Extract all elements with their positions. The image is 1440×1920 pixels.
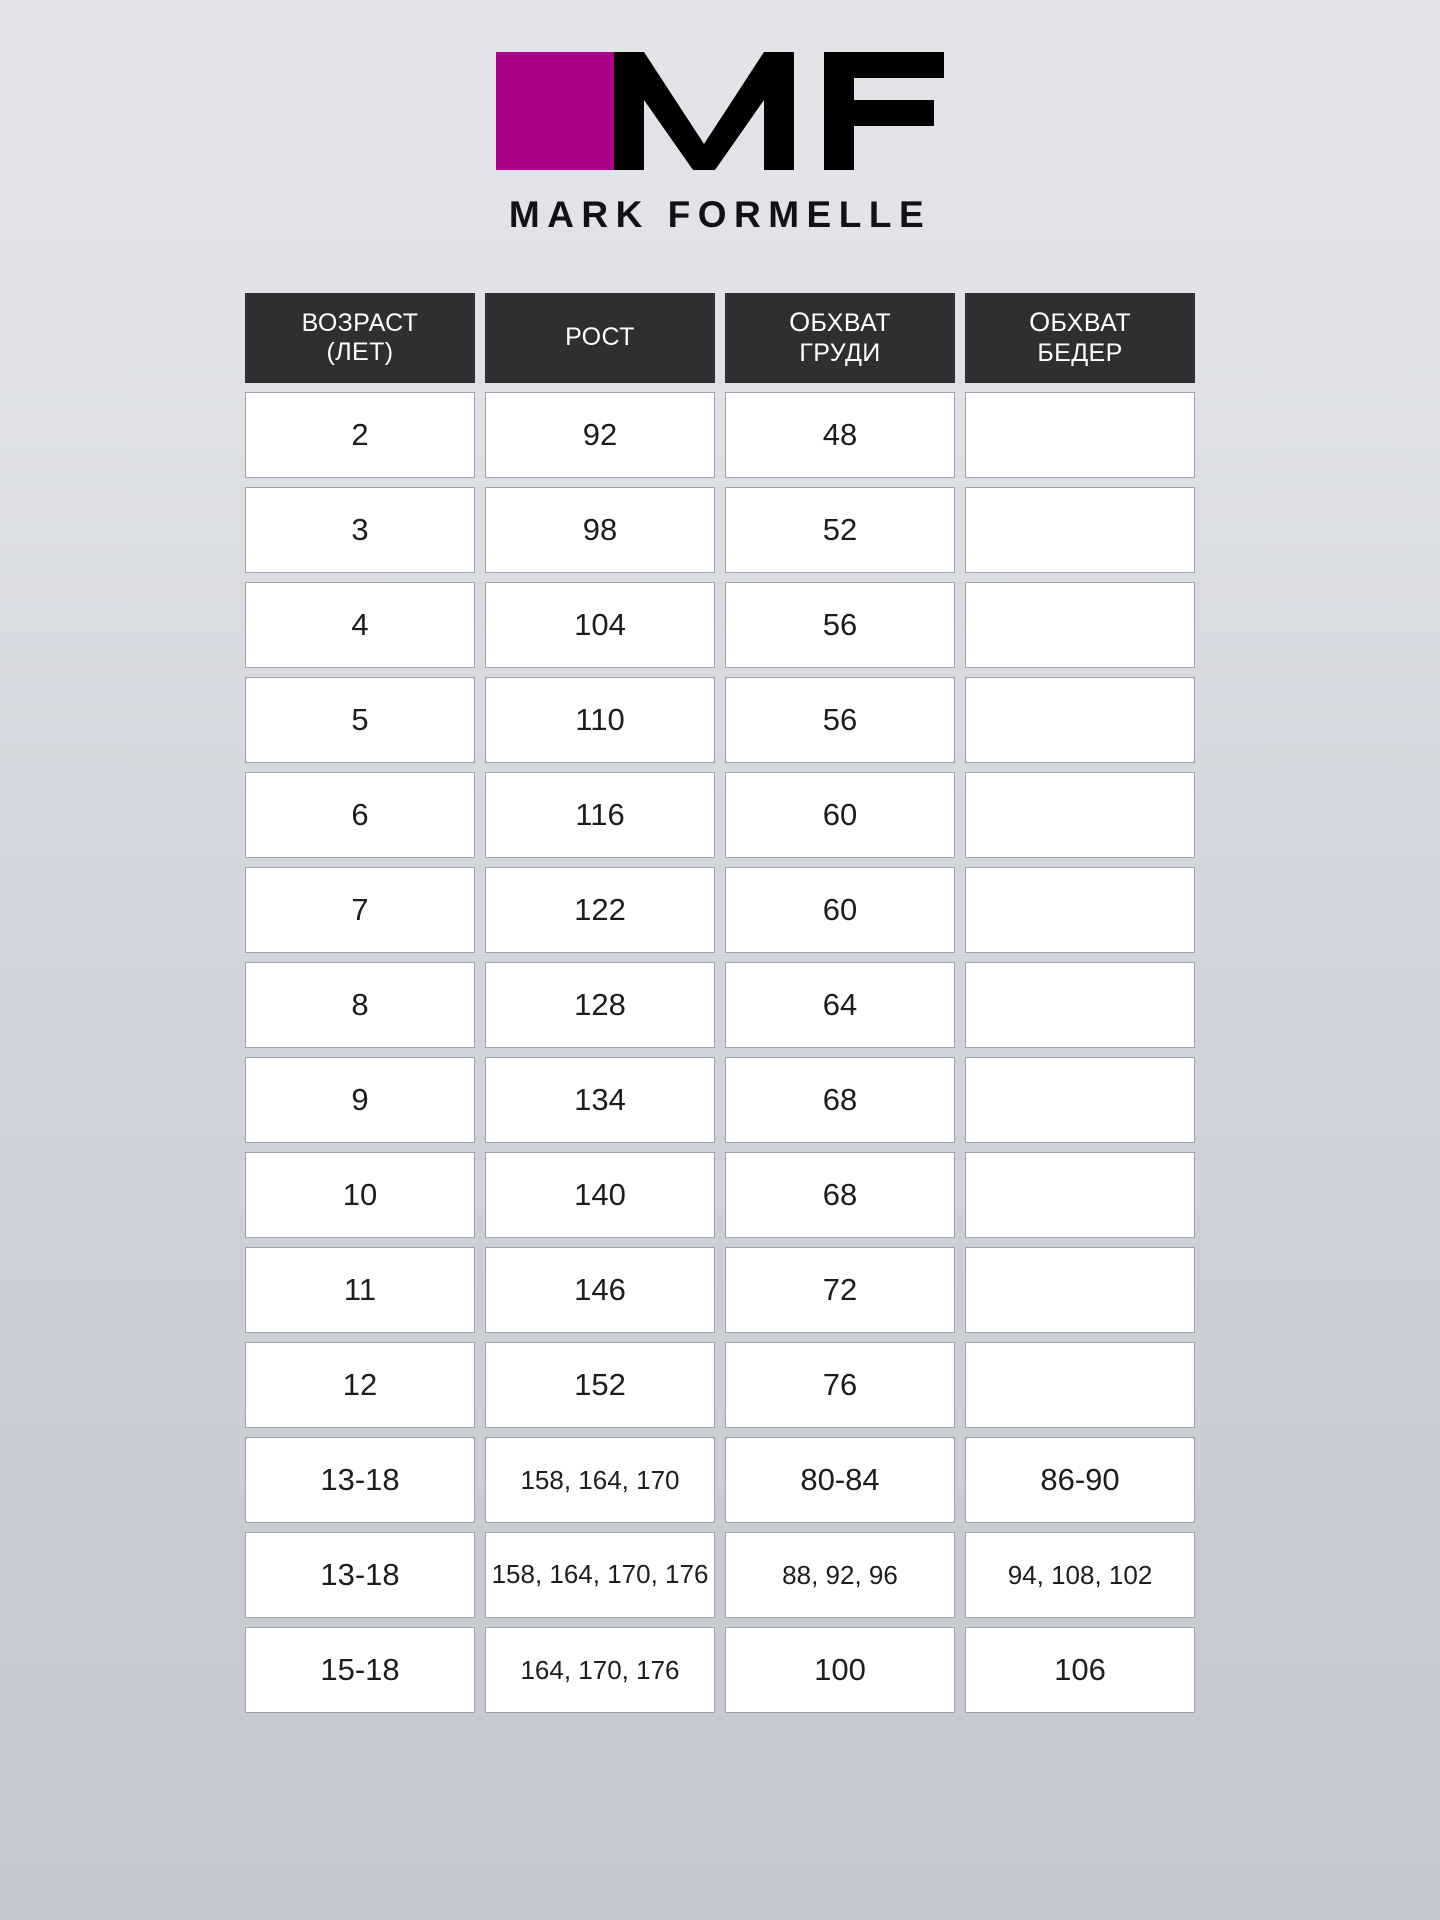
cell-age: 13-18 [245,1437,475,1523]
table-row: 10 140 68 [245,1152,1195,1238]
table-row: 15-18 164, 170, 176 100 106 [245,1627,1195,1713]
cell-chest: 48 [725,392,955,478]
cell-chest: 68 [725,1057,955,1143]
cell-height: 128 [485,962,715,1048]
cell-age: 2 [245,392,475,478]
cell-chest: 56 [725,582,955,668]
cell-chest: 60 [725,772,955,858]
cell-chest: 64 [725,962,955,1048]
table-row: 9 134 68 [245,1057,1195,1143]
cell-hips: 106 [965,1627,1195,1713]
size-table: ВОЗРАСТ (ЛЕТ) РОСТ ОБХВАТ ГРУДИ ОБХВАТ Б… [245,293,1195,1722]
column-header-chest: ОБХВАТ ГРУДИ [725,293,955,383]
cell-hips [965,1247,1195,1333]
cell-age: 7 [245,867,475,953]
column-header-hips-line2: БЕДЕР [1037,339,1123,368]
table-row: 5 110 56 [245,677,1195,763]
table-row: 7 122 60 [245,867,1195,953]
column-header-hips-line1: ОБХВАТ [1029,307,1131,338]
cell-chest: 88, 92, 96 [725,1532,955,1618]
cell-height: 146 [485,1247,715,1333]
cell-height: 104 [485,582,715,668]
table-header-row: ВОЗРАСТ (ЛЕТ) РОСТ ОБХВАТ ГРУДИ ОБХВАТ Б… [245,293,1195,383]
cell-height: 98 [485,487,715,573]
cell-height: 158, 164, 170 [485,1437,715,1523]
column-header-height-line1: РОСТ [565,323,635,352]
cell-chest: 68 [725,1152,955,1238]
table-row: 11 146 72 [245,1247,1195,1333]
column-header-chest-line2: ГРУДИ [799,339,881,368]
cell-chest: 60 [725,867,955,953]
table-row: 2 92 48 [245,392,1195,478]
cell-chest: 52 [725,487,955,573]
brand-logo: MARK FORMELLE [0,52,1440,233]
cell-hips: 86-90 [965,1437,1195,1523]
cell-age: 12 [245,1342,475,1428]
cell-age: 5 [245,677,475,763]
table-row: 13-18 158, 164, 170, 176 88, 92, 96 94, 108… [245,1532,1195,1618]
cell-hips [965,392,1195,478]
cell-chest: 56 [725,677,955,763]
table-row: 3 98 52 [245,487,1195,573]
cell-age: 13-18 [245,1532,475,1618]
cell-chest: 100 [725,1627,955,1713]
cell-hips [965,867,1195,953]
cell-chest: 76 [725,1342,955,1428]
logo-magenta-square-icon [496,52,614,170]
brand-wordmark: MARK FORMELLE [508,194,932,235]
cell-hips [965,1057,1195,1143]
cell-height: 134 [485,1057,715,1143]
cell-height: 110 [485,677,715,763]
cell-age: 8 [245,962,475,1048]
cell-chest: 72 [725,1247,955,1333]
table-row: 6 116 60 [245,772,1195,858]
table-row: 8 128 64 [245,962,1195,1048]
cell-hips [965,677,1195,763]
cell-age: 6 [245,772,475,858]
cell-hips [965,772,1195,858]
cell-height: 164, 170, 176 [485,1627,715,1713]
cell-age: 15-18 [245,1627,475,1713]
cell-age: 11 [245,1247,475,1333]
cell-hips [965,1342,1195,1428]
column-header-hips: ОБХВАТ БЕДЕР [965,293,1195,383]
table-row: 13-18 158, 164, 170 80-84 86-90 [245,1437,1195,1523]
column-header-chest-line1: ОБХВАТ [789,307,891,338]
cell-hips [965,962,1195,1048]
cell-hips [965,1152,1195,1238]
cell-age: 4 [245,582,475,668]
cell-chest: 80-84 [725,1437,955,1523]
cell-hips [965,582,1195,668]
column-header-age-line2: (ЛЕТ) [326,338,394,366]
cell-age: 10 [245,1152,475,1238]
cell-height: 116 [485,772,715,858]
table-row: 12 152 76 [245,1342,1195,1428]
cell-height: 92 [485,392,715,478]
cell-age: 9 [245,1057,475,1143]
cell-height: 158, 164, 170, 176 [485,1532,715,1618]
cell-hips: 94, 108, 102 [965,1532,1195,1618]
logo-mark [496,52,944,170]
cell-hips [965,487,1195,573]
cell-height: 152 [485,1342,715,1428]
column-header-age-line1: ВОЗРАСТ [301,308,419,337]
table-row: 4 104 56 [245,582,1195,668]
cell-age: 3 [245,487,475,573]
cell-height: 122 [485,867,715,953]
logo-mf-letters-icon [614,52,944,170]
cell-height: 140 [485,1152,715,1238]
column-header-height: РОСТ [485,293,715,383]
column-header-age: ВОЗРАСТ (ЛЕТ) [245,293,475,383]
